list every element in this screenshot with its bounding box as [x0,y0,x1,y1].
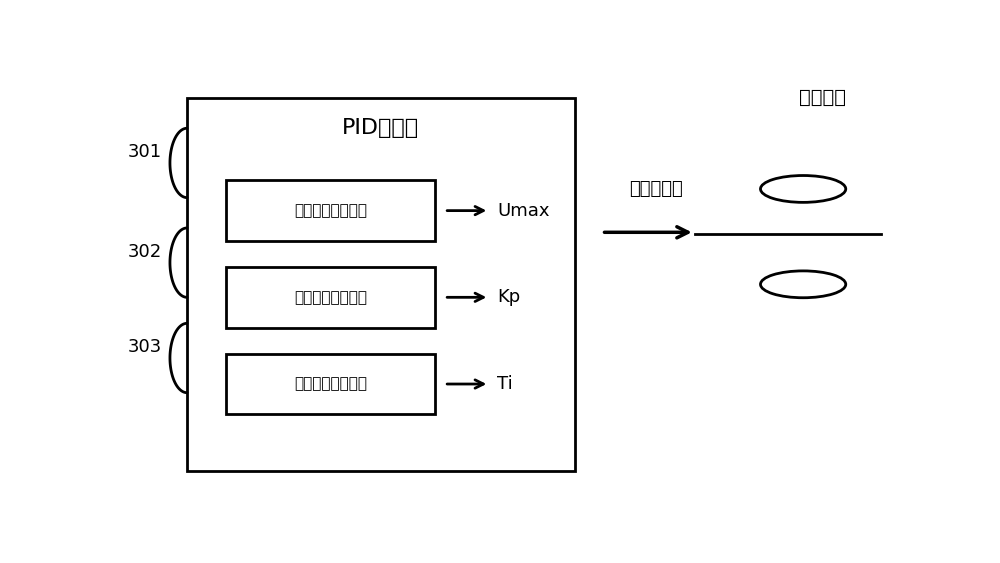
Text: Kp: Kp [497,288,520,306]
Text: 比例系数控制模块: 比例系数控制模块 [294,290,367,305]
Bar [226,267,435,328]
Bar [187,98,574,471]
Text: 303: 303 [127,338,162,356]
Bar [226,354,435,414]
Bar [226,180,435,241]
Text: 输出限幅控制模块: 输出限幅控制模块 [294,203,367,218]
Text: 积分时间控制模块: 积分时间控制模块 [294,377,367,391]
Text: 伺服阀开度: 伺服阀开度 [629,180,683,198]
Text: Ti: Ti [497,375,513,393]
Text: PID控制器: PID控制器 [342,118,419,138]
Text: 301: 301 [127,143,161,161]
Text: 平整机组: 平整机组 [799,88,846,108]
Text: Umax: Umax [497,202,550,220]
Text: 302: 302 [127,243,162,261]
